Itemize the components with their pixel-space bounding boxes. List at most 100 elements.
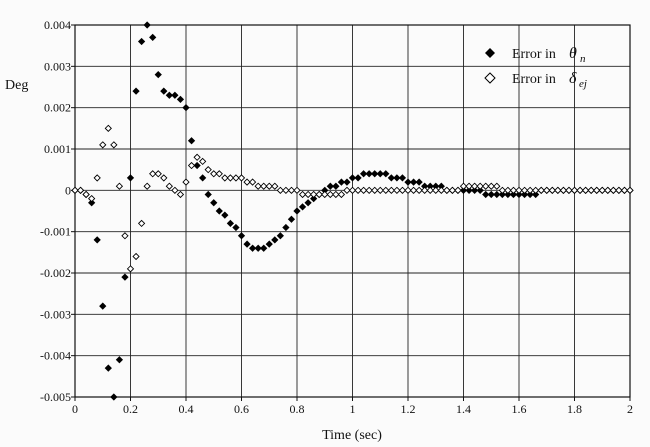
y-axis-label: Deg (5, 78, 28, 93)
legend-symbol-1: θ (569, 45, 577, 62)
x-tick-label: 1.6 (512, 402, 527, 416)
data-point-open (315, 190, 323, 199)
data-point-filled (226, 219, 235, 228)
data-point-filled (298, 203, 307, 211)
data-point-filled (398, 174, 407, 182)
data-point-filled (520, 190, 529, 199)
data-point-filled (382, 170, 390, 178)
data-point-filled (199, 174, 207, 182)
data-point-open (298, 190, 307, 199)
data-point-open (204, 166, 212, 174)
data-point-filled (243, 240, 251, 248)
x-tick-label: 0.2 (123, 402, 138, 416)
data-point-filled (293, 207, 301, 215)
data-point-filled (282, 223, 290, 232)
data-point-filled (493, 190, 501, 199)
data-point-open (365, 186, 373, 194)
data-point-open (376, 186, 384, 194)
data-point-open (137, 219, 146, 228)
data-point-open (454, 186, 462, 194)
data-point-filled (310, 194, 318, 203)
data-point-open (260, 182, 268, 190)
data-point-filled (104, 364, 112, 372)
data-point-open (88, 194, 96, 203)
data-point-filled (232, 223, 240, 232)
data-point-filled (221, 211, 229, 219)
data-point-filled (176, 95, 185, 104)
legend-entry-series-1: Error in θ n (485, 45, 586, 65)
data-point-open (182, 178, 190, 186)
x-tick-label: 0 (72, 402, 78, 416)
data-point-open (271, 182, 279, 190)
data-point-open (126, 265, 135, 273)
data-point-open (310, 190, 318, 199)
x-axis-label: Time (sec) (322, 428, 382, 443)
data-point-filled (459, 186, 468, 194)
data-point-open (409, 186, 418, 194)
data-point-filled (393, 174, 401, 182)
x-tick-label: 1 (350, 402, 356, 416)
data-point-filled (498, 190, 506, 199)
data-point-open (176, 190, 185, 199)
data-point-open (626, 186, 634, 194)
data-point-filled (265, 240, 273, 248)
data-point-open (232, 174, 240, 182)
data-point-filled (387, 174, 395, 182)
legend-symbol-2: δ (569, 70, 577, 87)
data-point-open (293, 186, 301, 194)
data-point-filled (93, 236, 101, 244)
data-point-open (282, 186, 290, 194)
data-point-open (160, 174, 168, 182)
data-point-open (482, 182, 490, 190)
data-point-open (248, 178, 257, 186)
data-point-open (532, 186, 540, 194)
data-point-open (554, 186, 562, 194)
legend-filled-diamond-icon (485, 48, 495, 58)
data-point-open (215, 170, 223, 178)
data-point-open (348, 186, 357, 194)
data-point-open (520, 186, 529, 194)
data-point-filled (376, 170, 384, 178)
data-point-filled (187, 137, 196, 145)
data-point-filled (343, 178, 351, 186)
data-point-filled (326, 182, 334, 190)
data-point-open (143, 182, 151, 190)
data-point-open (71, 186, 79, 194)
data-point-filled (415, 178, 423, 186)
data-point-open (498, 186, 506, 194)
legend-label-1: Error in (512, 47, 556, 62)
data-point-open (382, 186, 390, 194)
data-point-open (343, 186, 351, 194)
data-point-filled (154, 70, 162, 79)
data-point-filled (287, 215, 296, 223)
data-point-filled (348, 174, 357, 182)
data-point-open (321, 190, 329, 199)
y-tick-label: -0.003 (40, 307, 71, 321)
data-point-open (515, 186, 523, 194)
data-point-open (570, 186, 579, 194)
data-point-filled (365, 170, 373, 178)
data-point-filled (332, 182, 340, 190)
data-point-filled (476, 186, 484, 194)
data-point-filled (532, 190, 540, 199)
data-point-open (149, 170, 157, 178)
data-point-open (115, 182, 124, 190)
data-point-filled (210, 199, 218, 207)
data-point-open (171, 186, 179, 194)
data-point-open (526, 186, 534, 194)
data-marks (71, 21, 634, 401)
y-tick-label: 0.001 (44, 142, 71, 156)
data-point-filled (204, 190, 212, 199)
data-point-open (199, 157, 207, 166)
data-point-open (354, 186, 362, 194)
data-point-open (398, 186, 407, 194)
data-point-filled (371, 170, 379, 178)
data-point-open (565, 186, 573, 194)
data-point-filled (99, 302, 107, 310)
data-point-open (543, 186, 551, 194)
y-tick-label: -0.001 (40, 225, 71, 239)
data-point-open (559, 186, 568, 194)
data-point-open (470, 182, 479, 190)
